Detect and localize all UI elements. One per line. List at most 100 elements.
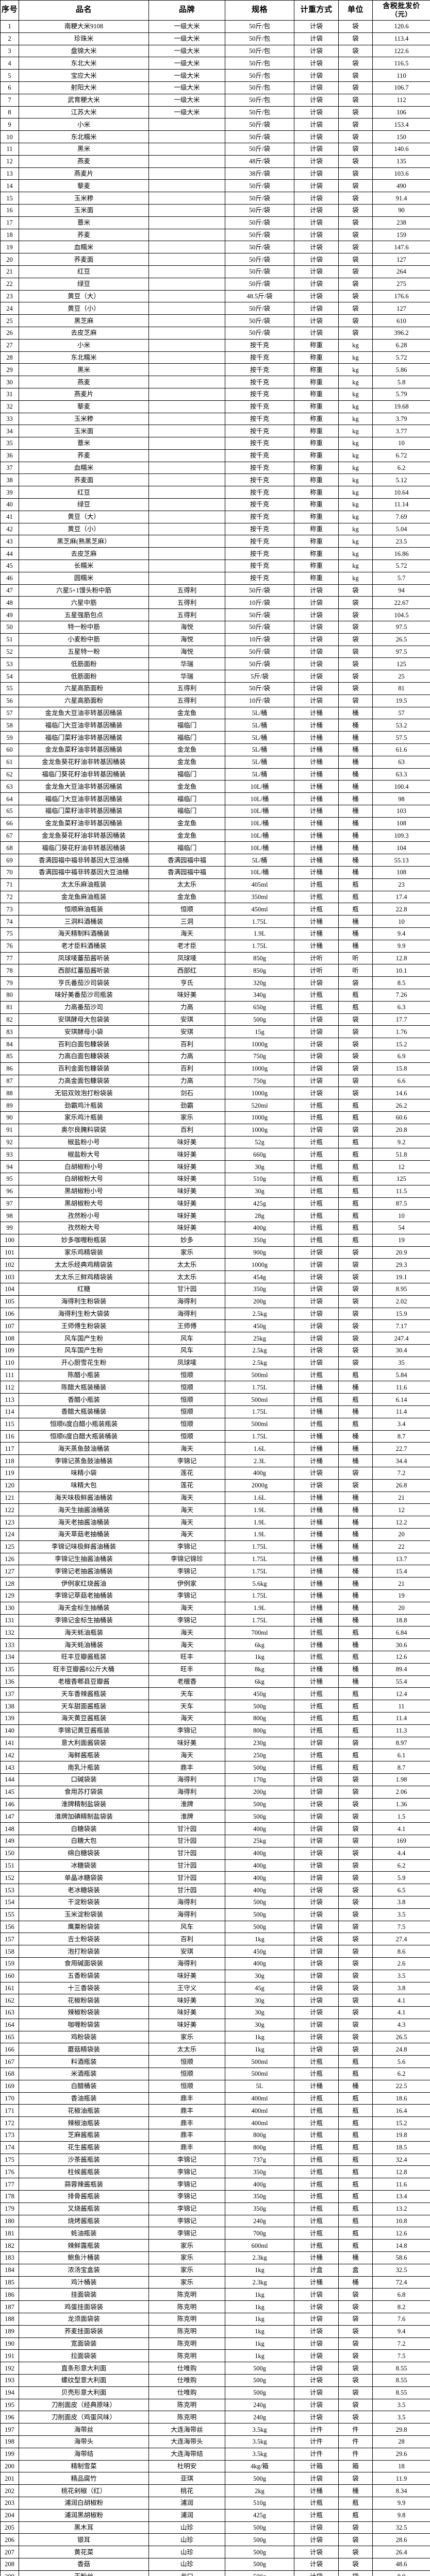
table-row[interactable]: 58 福临门大豆油非转基因桶装 福临门 5L/桶 计桶桶 53.2 [0, 719, 430, 732]
table-row[interactable]: 52 五星特一粉 海悦 50斤/袋 计袋袋 97.5 [0, 645, 430, 658]
table-row[interactable]: 202 桃花剁椒（红） 桃花 2kg 计桶桶 8.34 [0, 2484, 430, 2497]
table-row[interactable]: 191 拉面袋装 陈克明 1kg 计袋袋 7.5 [0, 2349, 430, 2363]
table-row[interactable]: 158 泡打粉袋装 安琪 450g 计袋袋 8.6 [0, 1945, 430, 1958]
table-row[interactable]: 24 黄豆（小） 50斤/袋 计袋袋 127 [0, 302, 430, 315]
table-row[interactable]: 32 藜麦 按千克 称重 kg 19.68 [0, 400, 430, 413]
table-row[interactable]: 91 奥尔良腌料袋装 百利 1000g 计袋袋 20.8 [0, 1123, 430, 1137]
table-row[interactable]: 103 太太乐三鲜鸡精袋装 太太乐 454g 计袋袋 19.1 [0, 1270, 430, 1284]
table-row[interactable]: 74 三洞料酒桶装 三洞 1.75L 计桶桶 10 [0, 915, 430, 928]
table-row[interactable]: 79 亨氏番茄沙司袋装 亨氏 320g 计袋袋 8.5 [0, 976, 430, 989]
table-row[interactable]: 140 李锦记黄豆酱瓶装 李锦记 800g 计瓶瓶 11.3 [0, 1724, 430, 1737]
table-row[interactable]: 15 玉米糁 50斤/袋 计袋袋 91.4 [0, 192, 430, 205]
table-row[interactable]: 75 海天精制料酒桶装 海天 1.9L 计桶桶 9.4 [0, 927, 430, 940]
table-row[interactable]: 134 旺丰豆瓣酱瓶装 旺丰 1kg 计瓶瓶 12.6 [0, 1650, 430, 1664]
table-row[interactable]: 126 李锦记生抽酱油桶装 李锦记锦珍 1.75L 计桶桶 13.7 [0, 1552, 430, 1566]
table-row[interactable]: 142 海鲜酱瓶装 海天 250g 计瓶瓶 6.1 [0, 1749, 430, 1762]
table-row[interactable]: 104 红糖 甘汁园 350g 计袋袋 8.95 [0, 1283, 430, 1296]
table-row[interactable]: 5 宝应大米 一级大米 50斤/包 计袋袋 110 [0, 69, 430, 82]
table-row[interactable]: 205 黑木耳 山珍 500g 计袋袋 32.5 [0, 2521, 430, 2534]
table-row[interactable]: 77 凤球唛蕃茄酱听装 凤球唛 850g 计听听 12.8 [0, 952, 430, 965]
table-row[interactable]: 44 去皮芝麻 按千克 称重 kg 16.86 [0, 547, 430, 561]
table-row[interactable]: 51 小麦粉中筋 海悦 10斤/袋 计袋袋 26.5 [0, 633, 430, 646]
table-row[interactable]: 149 白糖大包 甘汁园 25kg 计袋袋 169 [0, 1834, 430, 1848]
table-row[interactable]: 157 吉士粉袋装 百利 1kg 计袋袋 27.4 [0, 1933, 430, 1946]
table-row[interactable]: 199 海带结 大连海带结 3.5kg 计件件 29.6 [0, 2447, 430, 2461]
table-row[interactable]: 116 恒顺6度白醋大瓶装桶装 恒顺 1.75L 计桶桶 8.7 [0, 1430, 430, 1443]
table-row[interactable]: 6 射阳大米 一级大米 50斤/包 计袋袋 106.7 [0, 81, 430, 94]
table-row[interactable]: 8 江苏大米 一级大米 50斤/包 计袋袋 106 [0, 106, 430, 119]
table-row[interactable]: 137 天车香辣酱瓶装 天车 450g 计瓶瓶 12.4 [0, 1687, 430, 1701]
table-row[interactable]: 71 太太乐麻油瓶装 太太乐 405ml 计瓶瓶 23 [0, 878, 430, 891]
table-row[interactable]: 152 单晶冰糖袋装 甘汁园 400g 计袋袋 5.9 [0, 1871, 430, 1885]
table-row[interactable]: 187 鸡蛋挂面袋装 陈克明 1kg 计袋袋 8.2 [0, 2300, 430, 2314]
table-row[interactable]: 25 黑芝麻 50斤/袋 计袋袋 610 [0, 314, 430, 327]
table-row[interactable]: 76 老才臣料酒桶装 老才臣 1.75L 计桶桶 9.9 [0, 939, 430, 953]
table-row[interactable]: 35 薏米 按千克 称重 kg 10 [0, 437, 430, 450]
table-row[interactable]: 203 浦润白胡椒粉 浦润 510g 计瓶瓶 9.9 [0, 2496, 430, 2510]
table-row[interactable]: 165 鸡粉袋装 家乐 1kg 计袋袋 26.5 [0, 2030, 430, 2044]
table-row[interactable]: 86 百利金面包糠袋装 百利 1000g 计袋袋 15.8 [0, 1062, 430, 1075]
table-row[interactable]: 40 绿豆 按千克 称重 kg 11.14 [0, 498, 430, 511]
table-row[interactable]: 119 味精小袋 莲花 400g 计袋袋 7.2 [0, 1467, 430, 1480]
table-row[interactable]: 97 黑胡椒粉大号 味好美 425g 计瓶瓶 87.5 [0, 1197, 430, 1210]
table-row[interactable]: 127 李锦记老抽酱油桶装 李锦记 1.75L 计桶桶 15.4 [0, 1565, 430, 1578]
table-row[interactable]: 136 老檀香郫县豆瓣酱 老檀香 6kg 计桶桶 55.4 [0, 1675, 430, 1688]
table-row[interactable]: 93 椒盐粉大号 味好美 660g 计瓶瓶 51.8 [0, 1148, 430, 1161]
table-row[interactable]: 72 金龙鱼麻油瓶装 金龙鱼 350ml 计瓶瓶 17.4 [0, 890, 430, 904]
table-row[interactable]: 80 味好美番茄沙司瓶装 味好美 340g 计瓶瓶 7.26 [0, 988, 430, 1002]
table-row[interactable]: 67 金龙鱼葵花籽油非转基因桶装 金龙鱼 10L/桶 计桶桶 109.3 [0, 829, 430, 842]
table-row[interactable]: 101 家乐鸡精袋装 家乐 900g 计袋袋 20.9 [0, 1246, 430, 1259]
table-row[interactable]: 61 金龙鱼葵花籽油非转基因桶装 金龙鱼 5L/桶 计桶桶 63 [0, 755, 430, 769]
table-row[interactable]: 64 福临门大豆油非转基因桶装 福临门 10L/桶 计桶桶 98 [0, 792, 430, 805]
table-row[interactable]: 34 玉米面 按千克 称重 kg 3.77 [0, 425, 430, 438]
table-row[interactable]: 141 意大利面酱袋装 味好美 230g 计袋袋 8.97 [0, 1736, 430, 1750]
table-row[interactable]: 138 天车甜面酱瓶装 天车 500g 计瓶瓶 11 [0, 1700, 430, 1713]
table-row[interactable]: 81 力高番茄沙司 力高 650g 计瓶瓶 6.3 [0, 1001, 430, 1014]
table-row[interactable]: 108 风车国产生粉 风车 25kg 计袋袋 247.4 [0, 1332, 430, 1345]
table-row[interactable]: 10 东北糯米 50斤/袋 计袋袋 150 [0, 130, 430, 143]
table-row[interactable]: 82 安琪酵母大包袋装 安琪 500g 计袋袋 17.7 [0, 1013, 430, 1026]
table-row[interactable]: 195 刀削面皮（经典原味） 陈克明 240g 计袋袋 3.5 [0, 2398, 430, 2412]
table-row[interactable]: 170 香油瓶装 鼎丰 400ml 计瓶瓶 18.6 [0, 2092, 430, 2105]
table-row[interactable]: 7 武育粳大米 一级大米 50斤/包 计袋袋 112 [0, 93, 430, 107]
table-row[interactable]: 185 鸡汁桶装 家乐 2.3kg 计桶桶 72.4 [0, 2276, 430, 2289]
table-row[interactable]: 200 精制雪菜 杜明安 4kg/箱 计箱箱 18 [0, 2460, 430, 2473]
table-row[interactable]: 19 血糯米 50斤/袋 计袋袋 147.6 [0, 241, 430, 254]
table-row[interactable]: 117 海天蒸鱼鼓油桶装 海天 1.6L 计桶桶 22.7 [0, 1442, 430, 1455]
table-row[interactable]: 20 荞麦面 50斤/袋 计袋袋 127 [0, 253, 430, 266]
table-row[interactable]: 90 家乐鸡汁瓶装 家乐 1000g 计瓶瓶 60.6 [0, 1111, 430, 1124]
table-row[interactable]: 132 海天蚝油瓶装 海天 700ml 计瓶瓶 6.84 [0, 1626, 430, 1639]
table-row[interactable]: 192 直条形意大利面 仕唯购 500g 计袋袋 8.55 [0, 2362, 430, 2375]
table-row[interactable]: 115 恒顺6度白醋小瓶装瓶装 恒顺 500ml 计瓶瓶 3.4 [0, 1417, 430, 1431]
table-row[interactable]: 204 浦润黑胡椒粉 浦润 425g 计瓶瓶 9.8 [0, 2509, 430, 2522]
table-row[interactable]: 27 小米 按千克 称重 kg 6.28 [0, 338, 430, 352]
table-row[interactable]: 30 燕麦 按千克 称重 kg 5.8 [0, 376, 430, 388]
table-row[interactable]: 2 珍珠米 一级大米 50斤/包 计袋袋 113.4 [0, 32, 430, 45]
table-row[interactable]: 189 荞麦挂面袋装 陈克明 1kg 计袋袋 9.4 [0, 2325, 430, 2338]
table-row[interactable]: 196 刀削面皮（鸡蛋风味） 陈克明 240g 计袋袋 3.5 [0, 2411, 430, 2424]
table-row[interactable]: 70 香满园福中福非转基因大豆油桶 香满园福中福 10L/桶 计桶桶 108 [0, 866, 430, 879]
table-row[interactable]: 209干粉丝龙口500g计袋袋8.9 [0, 2570, 430, 2576]
table-row[interactable]: 4 东北大米 一级大米 50斤/包 计袋袋 116.5 [0, 57, 430, 70]
table-row[interactable]: 159 食用碱面袋装 海得利 400g 计袋袋 2.6 [0, 1957, 430, 1970]
table-row[interactable]: 181 蚝油瓶装 李锦记 700g 计瓶瓶 12.6 [0, 2227, 430, 2240]
table-row[interactable]: 109 风车国产生粉 风车 2.5kg 计袋袋 30.4 [0, 1344, 430, 1357]
table-row[interactable]: 151 冰糖袋装 甘汁园 400g 计袋袋 6.2 [0, 1859, 430, 1872]
table-row[interactable]: 69 香满园福中福非转基因大豆油桶 香满园福中福 5L/桶 计桶桶 55.13 [0, 854, 430, 867]
table-row[interactable]: 176 柱候酱瓶装 李锦记 350g 计瓶瓶 12.8 [0, 2165, 430, 2179]
table-row[interactable]: 110 开心厨雪花生粉 凤球唛 2.5kg 计袋袋 35 [0, 1356, 430, 1369]
table-row[interactable]: 54 低筋面粉 华瑞 5斤/袋 计袋袋 25 [0, 670, 430, 683]
table-row[interactable]: 145 食用苏打袋装 海得利 200g 计袋袋 2.06 [0, 1785, 430, 1799]
table-row[interactable]: 163 辣椒粉袋装 味好美 30g 计袋袋 4.1 [0, 2006, 430, 2019]
table-row[interactable]: 102 太太乐经典鸡精袋装 太太乐 1000g 计袋袋 29.3 [0, 1258, 430, 1272]
table-row[interactable]: 171 花椒油瓶装 鼎丰 400ml 计瓶瓶 16.4 [0, 2104, 430, 2117]
table-row[interactable]: 56 六星高筋面粉 五得利 10斤/袋 计袋袋 19.5 [0, 694, 430, 707]
table-row[interactable]: 26 去皮芝麻 50斤/袋 计袋袋 396.2 [0, 326, 430, 340]
table-row[interactable]: 146 淮牌精制盐袋装 淮牌 500g 计袋袋 1.36 [0, 1798, 430, 1811]
table-row[interactable]: 135 旺丰豆瓣酱8公斤大桶 旺丰 8kg 计桶桶 89.4 [0, 1663, 430, 1676]
table-row[interactable]: 153 老冰糖袋装 甘汁园 400g 计袋袋 6.5 [0, 1884, 430, 1896]
table-row[interactable]: 28 东北糯米 按千克 称重 kg 5.72 [0, 351, 430, 364]
table-row[interactable]: 113 香醋小瓶装 恒顺 500ml 计瓶瓶 6.14 [0, 1393, 430, 1406]
table-row[interactable]: 193 螺纹型意大利面 仕唯购 500g 计袋袋 8.55 [0, 2374, 430, 2387]
table-row[interactable]: 167 料酒瓶装 恒顺 500ml 计瓶瓶 5.6 [0, 2055, 430, 2069]
